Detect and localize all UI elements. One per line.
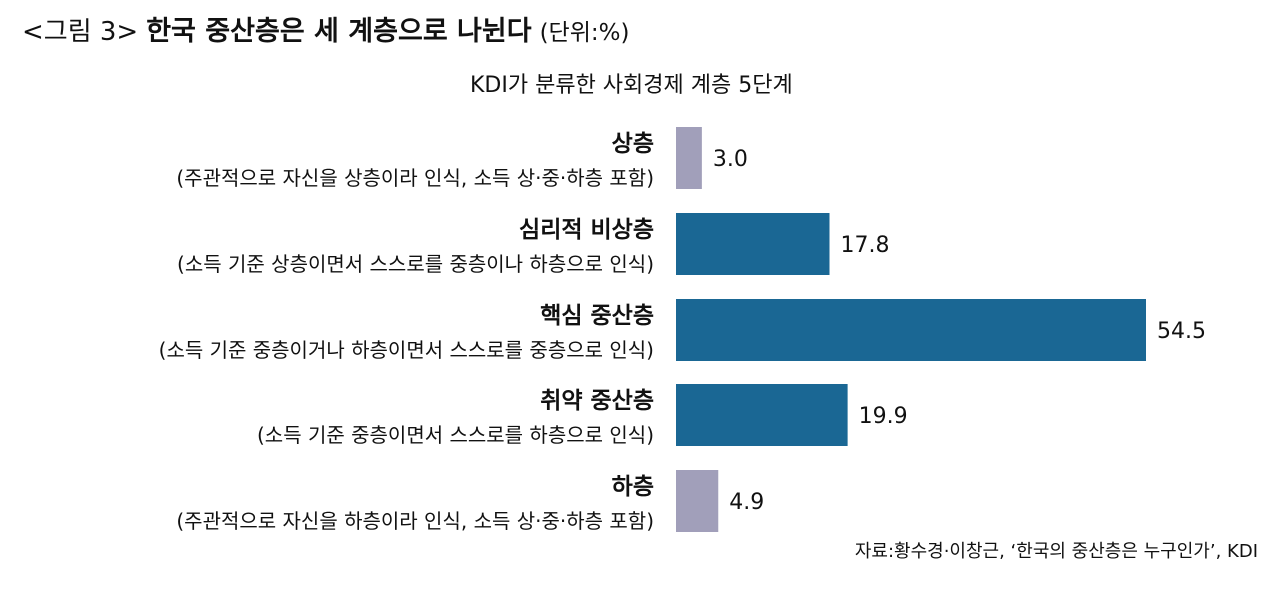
bar-2 — [676, 213, 830, 275]
figure-title: 한국 중산층은 세 계층으로 나뉜다 — [146, 16, 532, 47]
source-note: 자료:황수경·이창근, ‘한국의 중산층은 누구인가’, KDI — [854, 541, 1258, 562]
value-label-3: 54.5 — [1157, 319, 1206, 344]
chart-header: <그림 3> 한국 중산층은 세 계층으로 나뉜다 (단위:%) — [22, 12, 629, 52]
category-description-2: (소득 기준 상층이면서 스스로를 중층이나 하층으로 인식) — [177, 252, 654, 276]
category-label-3: 핵심 중산층 — [540, 303, 654, 329]
category-label-5: 하층 — [612, 474, 654, 500]
category-label-1: 상층 — [612, 131, 654, 157]
category-description-5: (주관적으로 자신을 하층이라 인식, 소득 상·중·하층 포함) — [176, 509, 654, 533]
category-label-2: 심리적 비상층 — [519, 217, 654, 243]
chart-title: KDI가 분류한 사회경제 계층 5단계 — [470, 73, 793, 98]
value-label-2: 17.8 — [841, 233, 890, 258]
value-label-1: 3.0 — [713, 147, 748, 172]
category-label-4: 취약 중산층 — [540, 388, 654, 414]
category-description-3: (소득 기준 중층이거나 하층이면서 스스로를 중층으로 인식) — [159, 338, 654, 362]
bar-4 — [676, 384, 848, 446]
value-label-5: 4.9 — [729, 490, 764, 515]
category-description-4: (소득 기준 중층이면서 스스로를 하층으로 인식) — [257, 423, 654, 447]
unit-label: (단위:%) — [539, 20, 630, 46]
figure-label: <그림 3> — [22, 17, 139, 47]
bar-1 — [676, 127, 702, 189]
category-description-1: (주관적으로 자신을 상층이라 인식, 소득 상·중·하층 포함) — [176, 166, 654, 190]
bar-5 — [676, 470, 719, 532]
bar-3 — [676, 299, 1146, 361]
value-label-4: 19.9 — [859, 404, 908, 429]
